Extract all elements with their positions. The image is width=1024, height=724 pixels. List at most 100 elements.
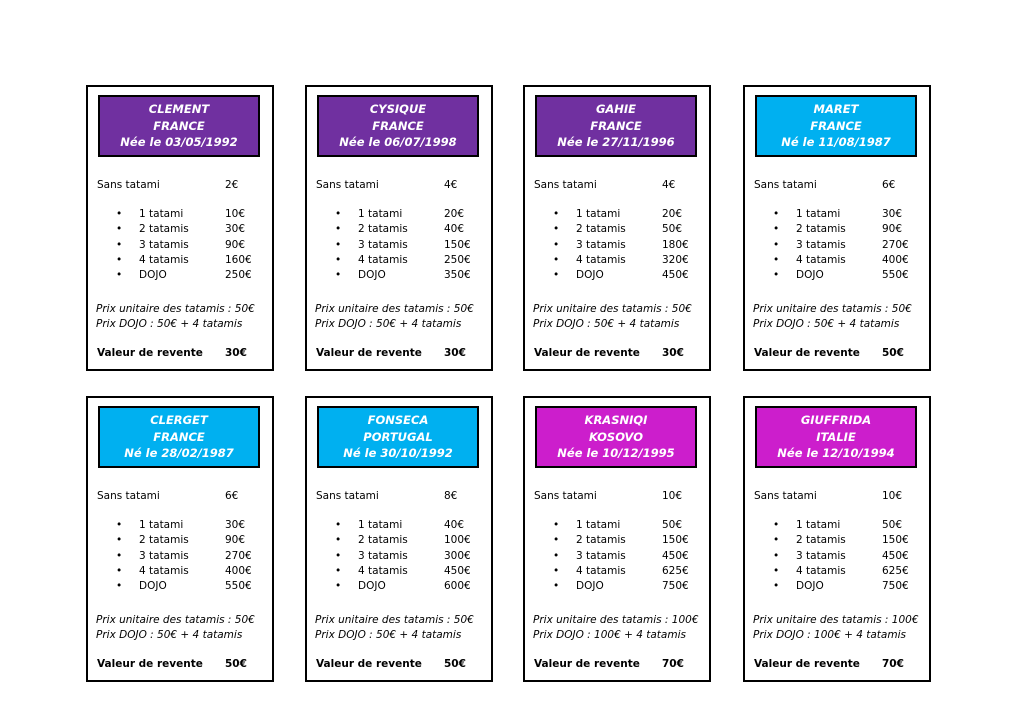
sans-tatami-label: Sans tatami [316, 179, 379, 191]
list-item: • 4 tatamis 400€ [745, 254, 929, 269]
bullet-icon: • [335, 534, 342, 547]
athlete-name: MARET [813, 102, 859, 116]
rent-level-label: 1 tatami [576, 208, 621, 220]
rent-level-value: 90€ [225, 238, 246, 251]
athlete-country: FRANCE [153, 118, 205, 133]
bullet-icon: • [773, 549, 780, 562]
card-header: GIUFFRIDA ITALIE Née le 12/10/1994 [755, 406, 917, 468]
rent-level-label: DOJO [796, 580, 824, 593]
card-header: CLERGET FRANCE Né le 28/02/1987 [98, 406, 260, 468]
rent-level-value: 400€ [882, 253, 909, 266]
bullet-icon: • [116, 223, 123, 236]
list-item: • DOJO 550€ [745, 269, 929, 284]
rent-level-value: 250€ [225, 269, 252, 282]
rent-level-value: 50€ [882, 519, 903, 531]
rent-level-label: 2 tatamis [358, 223, 408, 236]
rent-level-value: 40€ [444, 223, 465, 236]
tatami-unit-price: Prix unitaire des tatamis : 50€ [96, 614, 255, 626]
sans-tatami-rent: 6€ [225, 490, 239, 502]
tatami-unit-price: Prix unitaire des tatamis : 50€ [315, 614, 474, 626]
rent-level-value: 350€ [444, 269, 471, 282]
sans-tatami-rent: 10€ [662, 490, 683, 502]
bullet-icon: • [553, 549, 560, 562]
rent-level-value: 100€ [444, 534, 471, 547]
card-header: CYSIQUE FRANCE Née le 06/07/1998 [317, 95, 479, 157]
card-header: MARET FRANCE Né le 11/08/1987 [755, 95, 917, 157]
rent-level-label: 4 tatamis [796, 564, 846, 577]
rent-level-label: 2 tatamis [139, 223, 189, 236]
property-card[interactable]: MARET FRANCE Né le 11/08/1987 Sans tatami 6€… [743, 85, 931, 371]
property-card[interactable]: CYSIQUE FRANCE Née le 06/07/1998 Sans tatam… [305, 85, 493, 371]
card-header: KRASNIQI KOSOVO Née le 10/12/1995 [535, 406, 697, 468]
list-item: • 4 tatamis 160€ [88, 254, 272, 269]
rent-level-label: 4 tatamis [358, 564, 408, 577]
property-card[interactable]: KRASNIQI KOSOVO Née le 10/12/1995 Sans tata… [523, 396, 711, 682]
list-item: • DOJO 350€ [307, 269, 491, 284]
rent-level-value: 450€ [882, 549, 909, 562]
property-card[interactable]: GAHIE FRANCE Née le 27/11/1996 Sans tatami 4… [523, 85, 711, 371]
sans-tatami-rent: 6€ [882, 179, 896, 191]
resale-label: Valeur de revente [754, 658, 860, 670]
list-item: • 4 tatamis 400€ [88, 565, 272, 580]
athlete-name: KRASNIQI [584, 413, 648, 427]
rent-level-value: 160€ [225, 253, 252, 266]
property-card[interactable]: FONSECA PORTUGAL Né le 30/10/1992 Sans tata… [305, 396, 493, 682]
list-item: • 3 tatamis 270€ [745, 239, 929, 254]
bullet-icon: • [553, 269, 560, 282]
rent-level-value: 20€ [444, 208, 465, 220]
list-item: • 1 tatami 10€ [88, 208, 272, 223]
property-card[interactable]: GIUFFRIDA ITALIE Née le 12/10/1994 Sans tat… [743, 396, 931, 682]
rent-level-value: 20€ [662, 208, 683, 220]
bullet-icon: • [335, 223, 342, 236]
rent-level-label: 1 tatami [576, 519, 621, 531]
athlete-name: CLEMENT [148, 102, 210, 116]
list-item: • 3 tatamis 450€ [745, 550, 929, 565]
rent-level-value: 600€ [444, 580, 471, 593]
list-item: • 1 tatami 30€ [745, 208, 929, 223]
sans-tatami-label: Sans tatami [534, 490, 597, 502]
dojo-price: Prix DOJO : 50€ + 4 tatamis [533, 318, 680, 330]
list-item: • 4 tatamis 625€ [525, 565, 709, 580]
rent-level-value: 625€ [662, 564, 689, 577]
bullet-icon: • [773, 238, 780, 251]
rent-level-label: DOJO [576, 580, 604, 593]
bullet-icon: • [773, 223, 780, 236]
sans-tatami-rent: 8€ [444, 490, 458, 502]
rent-level-value: 30€ [225, 519, 246, 531]
sans-tatami-label: Sans tatami [316, 490, 379, 502]
sans-tatami-label: Sans tatami [97, 490, 160, 502]
list-item: • 1 tatami 50€ [525, 519, 709, 534]
tatami-unit-price: Prix unitaire des tatamis : 50€ [753, 303, 912, 315]
resale-value: 50€ [225, 658, 247, 670]
athlete-birthdate: Née le 03/05/1992 [120, 135, 238, 149]
resale-label: Valeur de revente [534, 658, 640, 670]
list-item: • 3 tatamis 90€ [88, 239, 272, 254]
athlete-country: FRANCE [153, 429, 205, 444]
list-item: • DOJO 750€ [745, 580, 929, 595]
list-item: • 2 tatamis 40€ [307, 223, 491, 238]
list-item: • 1 tatami 20€ [525, 208, 709, 223]
rent-level-label: 3 tatamis [576, 238, 626, 251]
list-item: • 1 tatami 30€ [88, 519, 272, 534]
sans-tatami-rent: 4€ [662, 179, 676, 191]
bullet-icon: • [773, 519, 780, 531]
rent-level-label: 1 tatami [139, 519, 184, 531]
athlete-country: FRANCE [590, 118, 642, 133]
rent-level-label: 3 tatamis [576, 549, 626, 562]
resale-value: 70€ [662, 658, 684, 670]
athlete-country: PORTUGAL [363, 429, 433, 444]
rent-level-value: 270€ [225, 549, 252, 562]
property-card[interactable]: CLEMENT FRANCE Née le 03/05/1992 Sans tatam… [86, 85, 274, 371]
bullet-icon: • [773, 269, 780, 282]
property-card[interactable]: CLERGET FRANCE Né le 28/02/1987 Sans tatami… [86, 396, 274, 682]
sans-tatami-label: Sans tatami [534, 179, 597, 191]
rent-level-label: 4 tatamis [576, 564, 626, 577]
sans-tatami-label: Sans tatami [754, 179, 817, 191]
rent-level-value: 50€ [662, 223, 683, 236]
list-item: • 2 tatamis 90€ [745, 223, 929, 238]
bullet-icon: • [553, 253, 560, 266]
rent-level-label: DOJO [576, 269, 604, 282]
card-header: GAHIE FRANCE Née le 27/11/1996 [535, 95, 697, 157]
resale-value: 50€ [444, 658, 466, 670]
list-item: • 3 tatamis 450€ [525, 550, 709, 565]
